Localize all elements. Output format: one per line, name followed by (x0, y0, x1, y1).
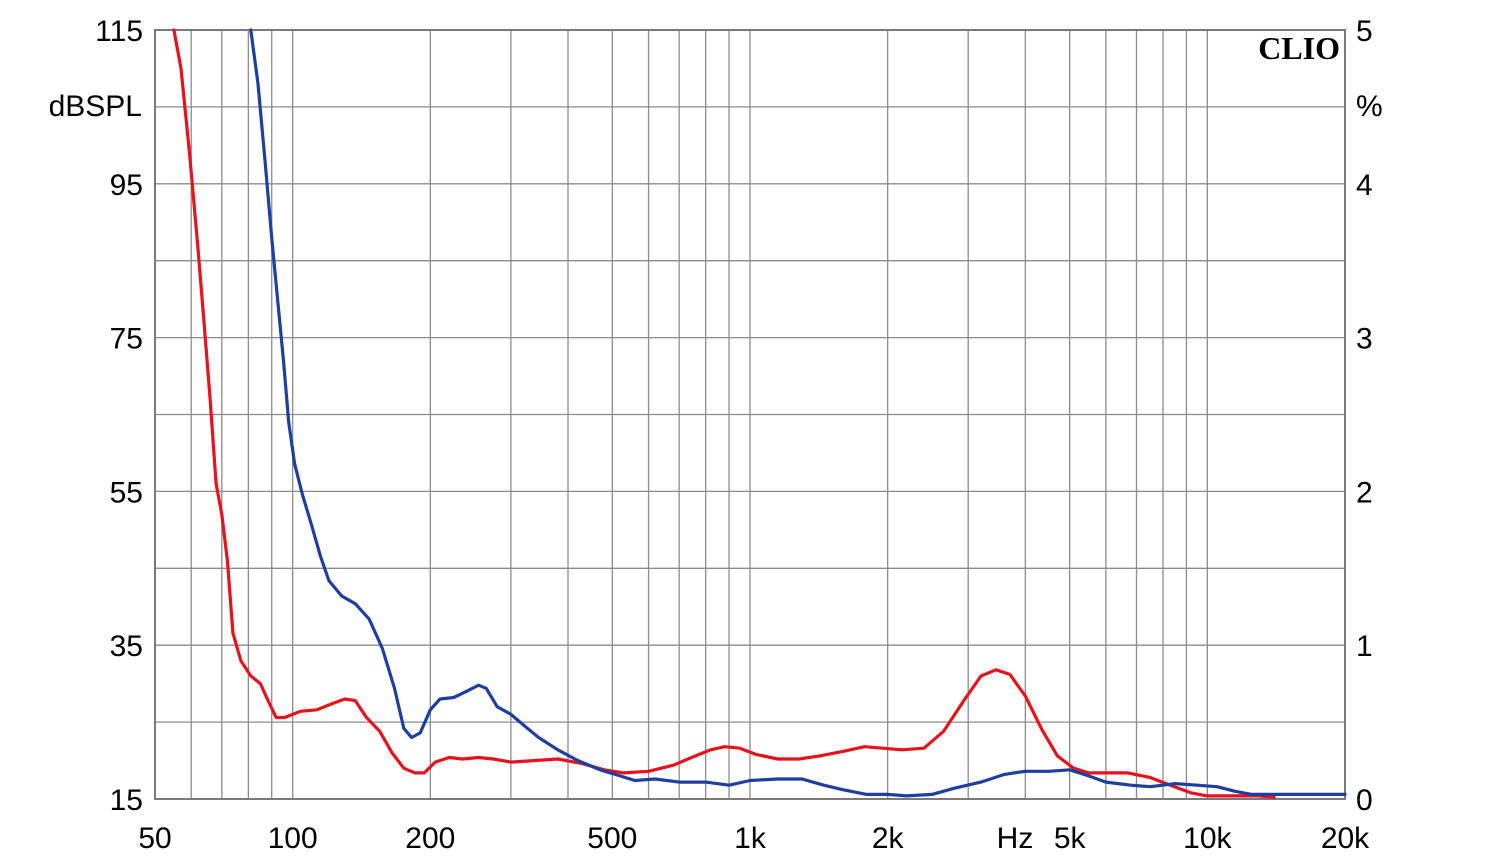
tick-labels: 50 100 200 500 1k 2k 5k 10k 20k 115 95 75 55 35 15 5 4 3 2… (95, 15, 1373, 855)
x-tick-label: 100 (268, 822, 318, 855)
series-line-2 (249, 28, 1347, 798)
y-tick-label: 15 (110, 784, 143, 817)
grid (155, 30, 1345, 799)
x-tick-label: 50 (138, 822, 171, 855)
x-tick-label: 5k (1054, 822, 1087, 855)
x-tick-label: 10k (1183, 822, 1232, 855)
y2-tick-label: 5 (1356, 15, 1373, 48)
series-layer (172, 28, 1347, 800)
y2-tick-label: 4 (1356, 169, 1373, 202)
x-tick-label: 2k (872, 822, 905, 855)
brand-logo-text: CLIO (1258, 30, 1340, 66)
x-tick-label: 500 (587, 822, 637, 855)
y2-tick-label: 3 (1356, 323, 1373, 356)
y-axis-unit-label: dBSPL (49, 90, 142, 123)
y2-tick-label: 0 (1356, 784, 1373, 817)
y2-tick-label: 2 (1356, 476, 1373, 509)
x-tick-label: 200 (405, 822, 455, 855)
plot-frame (154, 29, 1346, 800)
x-axis-unit-label: Hz (997, 822, 1034, 855)
y-tick-label: 95 (110, 169, 143, 202)
y-tick-label: 55 (110, 476, 143, 509)
y2-tick-label: 1 (1356, 630, 1373, 663)
x-tick-label: 1k (734, 822, 767, 855)
y-tick-label: 35 (110, 630, 143, 663)
y2-axis-unit-label: % (1356, 90, 1383, 123)
y-tick-label: 75 (110, 323, 143, 356)
x-tick-label: 20k (1321, 822, 1370, 855)
y-tick-label: 115 (95, 15, 143, 48)
